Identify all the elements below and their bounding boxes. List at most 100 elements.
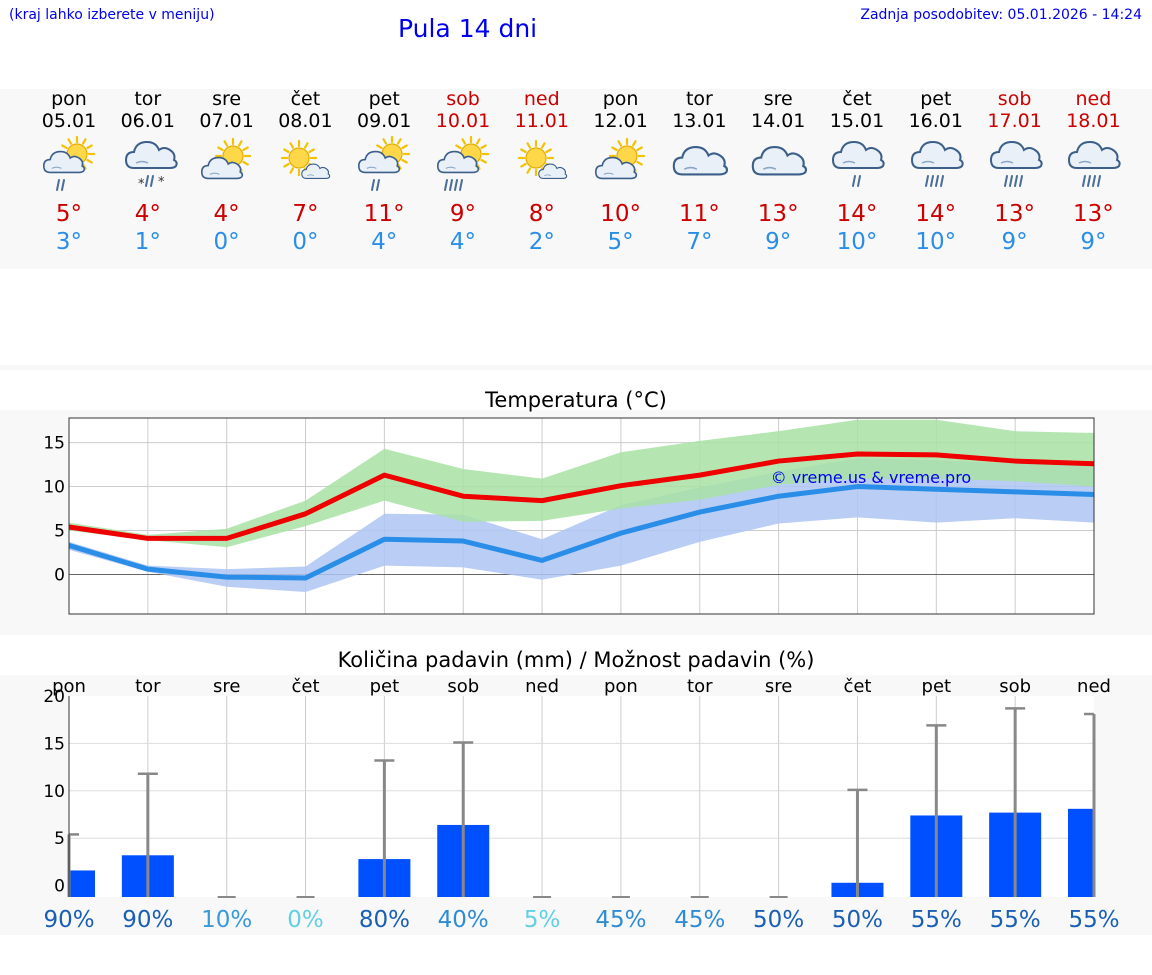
- temp-max: 14°: [836, 201, 878, 227]
- day-name: sob: [446, 88, 480, 110]
- precip-probability: 45%: [674, 907, 725, 933]
- day-column: sob 17.01 13° 9°: [970, 88, 1060, 256]
- precip-probability: 90%: [43, 907, 94, 933]
- temp-min: 2°: [528, 229, 555, 255]
- temp-min: 4°: [371, 229, 398, 255]
- day-column: sre 07.01 4° 0°: [182, 88, 272, 256]
- temp-max: 11°: [679, 201, 720, 227]
- day-name: tor: [134, 88, 162, 110]
- temp-min: 9°: [1001, 229, 1028, 255]
- last-update: Zadnja posodobitev: 05.01.2026 - 14:24: [860, 7, 1142, 23]
- forecast-strip-bg: [0, 89, 1152, 269]
- temp-min: 0°: [292, 229, 319, 255]
- day-date: 13.01: [672, 110, 727, 132]
- precip-tick-label: 0: [54, 877, 65, 897]
- precip-probability: 5%: [524, 907, 561, 933]
- cloud-icon: [748, 136, 808, 196]
- precip-day-label: pon: [52, 676, 86, 697]
- temp-max: 7°: [292, 201, 319, 227]
- min-temp-range-band: [69, 458, 1094, 593]
- temperature-chart-title: Temperatura (°C): [485, 388, 667, 412]
- day-column: čet 08.01 7° 0°: [260, 88, 350, 256]
- precip-day-label: pet: [922, 676, 952, 697]
- day-column: pet 09.01 11° 4°: [339, 88, 429, 256]
- temp-min: 3°: [55, 229, 83, 255]
- sun-cloud-rain-icon: [354, 135, 414, 196]
- precip-probability: 40%: [438, 907, 489, 933]
- temp-max: 5°: [55, 201, 83, 227]
- sun-small-cloud-icon: [275, 136, 335, 196]
- temp-min: 1°: [134, 229, 161, 255]
- precip-tick-label: 10: [43, 782, 65, 802]
- svg-text:*: *: [138, 177, 145, 192]
- cloud-sleet-icon: * *: [118, 136, 178, 196]
- precip-bar: [1068, 808, 1094, 897]
- precip-probability: 55%: [990, 907, 1041, 933]
- temp-max: 14°: [915, 201, 957, 227]
- day-name: sre: [212, 88, 242, 110]
- precip-probability: 45%: [595, 907, 646, 933]
- temp-min: 4°: [449, 229, 477, 255]
- temp-tick-label: 15: [43, 434, 65, 454]
- temp-max: 13°: [1073, 201, 1114, 227]
- day-column: pon 12.01 10° 5°: [576, 88, 666, 256]
- precip-day-label: ned: [525, 676, 559, 697]
- temp-max: 10°: [600, 201, 641, 227]
- precip-probability: 55%: [911, 907, 962, 933]
- temp-min: 0°: [213, 229, 240, 255]
- temp-max: 8°: [528, 201, 555, 227]
- sun-cloud-heavy-rain-icon: [433, 135, 493, 196]
- precip-probability: 0%: [287, 907, 324, 933]
- day-name: pon: [602, 88, 639, 110]
- day-column: sre 14.01 13° 9°: [733, 88, 823, 256]
- day-column: ned 11.01 8° 2°: [497, 88, 587, 256]
- precip-day-label: sob: [999, 676, 1031, 697]
- sun-cloud-rain-icon: [39, 135, 99, 196]
- separator-strip: [0, 365, 1152, 370]
- day-column: tor 06.01 * * 4° 1°: [103, 88, 193, 256]
- temperature-chart: 0 5 10 15 © vreme.us & vreme.pro: [43, 417, 1095, 615]
- precip-bar: [69, 870, 95, 897]
- precip-probability: 50%: [753, 907, 804, 933]
- day-date: 16.01: [908, 110, 963, 132]
- cloud-icon: [669, 136, 729, 196]
- day-date: 07.01: [199, 110, 254, 132]
- sun-small-cloud-icon: [512, 136, 572, 196]
- day-name: pet: [368, 88, 400, 110]
- precip-day-label: sre: [765, 676, 792, 697]
- day-date: 15.01: [829, 110, 885, 132]
- temp-tick-label: 0: [54, 565, 65, 585]
- day-name: sob: [997, 88, 1032, 110]
- temp-tick-label: 5: [54, 522, 65, 542]
- day-date: 17.01: [987, 110, 1042, 132]
- temp-max: 11°: [363, 201, 405, 227]
- precip-probability: 55%: [1068, 907, 1119, 933]
- day-column: ned 18.01 13° 9°: [1048, 88, 1138, 256]
- chart-watermark: © vreme.us & vreme.pro: [771, 468, 972, 487]
- day-date: 18.01: [1066, 110, 1121, 132]
- svg-text:*: *: [158, 175, 165, 190]
- day-column: čet 15.01 14° 10°: [812, 88, 902, 256]
- sun-cloud-icon: [197, 136, 257, 196]
- day-name: pet: [920, 88, 952, 110]
- temp-max: 4°: [213, 201, 240, 227]
- cloud-heavy-rain-icon: [906, 136, 966, 196]
- page-title: Pula 14 dni: [398, 14, 538, 43]
- cloud-heavy-rain-icon: [1063, 136, 1123, 196]
- temp-min: 5°: [607, 229, 634, 255]
- max-temp-range-band: [69, 419, 1094, 548]
- precip-day-label: tor: [687, 676, 713, 697]
- temp-plot-frame: [68, 417, 1095, 615]
- temp-max: 13°: [994, 201, 1035, 227]
- precip-day-label: sob: [447, 676, 479, 697]
- temp-tick-label: 10: [43, 478, 65, 498]
- precip-day-label: ned: [1077, 676, 1111, 697]
- day-date: 14.01: [750, 110, 806, 132]
- day-date: 12.01: [593, 110, 648, 132]
- temp-max: 9°: [449, 201, 477, 227]
- day-name: tor: [685, 88, 713, 110]
- max-temp-line: [68, 451, 1095, 541]
- precip-probability: 80%: [359, 907, 410, 933]
- day-column: sob 10.01 9° 4°: [418, 88, 508, 256]
